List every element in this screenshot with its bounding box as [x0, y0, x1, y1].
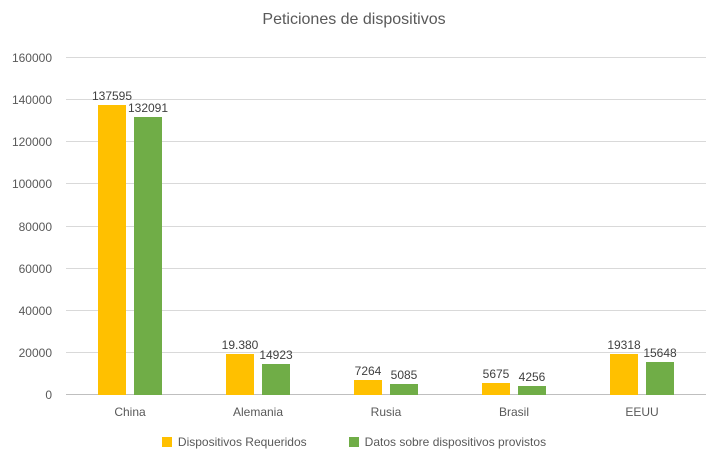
bar-group-alemania: 19.380 14923 — [194, 58, 322, 395]
gridline — [66, 57, 706, 58]
legend-swatch-icon — [161, 437, 172, 447]
bar-series-1-alemania: 19.380 — [222, 338, 258, 395]
bar-value-label: 5675 — [482, 367, 510, 382]
bar-value-label: 137595 — [91, 89, 133, 104]
bar-group-china: 137595 132091 — [66, 58, 194, 395]
bar-series-1-eeuu: 19318 — [607, 338, 641, 395]
bar-series-2-rusia: 5085 — [390, 368, 418, 395]
bar-value-label: 14923 — [259, 347, 293, 362]
y-tick-label: 120000 — [11, 135, 52, 150]
bar-value-label: 15648 — [643, 346, 677, 361]
x-category-label-alemania: Alemania — [232, 405, 284, 419]
x-category-label-rusia: Rusia — [370, 405, 402, 419]
bar-group-rusia: 7264 5085 — [322, 58, 450, 395]
y-tick-label: 160000 — [11, 51, 52, 65]
gridline — [66, 225, 706, 227]
legend-item: Dispositivos Requeridos — [161, 435, 307, 449]
gridline — [66, 99, 706, 101]
y-tick-label: 40000 — [18, 303, 52, 318]
legend-swatch-icon — [348, 437, 359, 447]
bar-series-1-china: 137595 — [92, 89, 132, 395]
bar-series-2-brasil: 4256 — [518, 370, 546, 395]
y-tick-label: 100000 — [11, 177, 52, 192]
x-category-label-china: China — [114, 405, 146, 419]
x-category-label-brasil: Brasil — [498, 405, 529, 419]
legend-label: Dispositivos Requeridos — [177, 435, 307, 449]
x-axis-line — [66, 394, 706, 395]
y-tick-label: 0 — [45, 388, 52, 402]
bar-series-2-eeuu: 15648 — [643, 346, 677, 395]
bar-value-label: 19318 — [607, 338, 641, 353]
gridline — [66, 141, 706, 143]
y-tick-label: 140000 — [11, 93, 52, 108]
plot-area: 0 20000 40000 60000 80000 100000 120000 140000 1… — [12, 51, 706, 402]
bar-series-1-brasil: 5675 — [482, 367, 510, 395]
bar-value-label: 5085 — [390, 368, 418, 383]
legend: Dispositivos Requeridos Datos sobre dispo… — [0, 435, 708, 449]
bar-value-label: 7264 — [354, 363, 382, 378]
bar-value-label: 132091 — [127, 100, 169, 115]
chart-title: Peticiones de dispositivos — [262, 11, 446, 28]
gridline — [66, 183, 706, 185]
bar-group-brasil: 5675 4256 — [450, 58, 578, 395]
gridline — [66, 309, 706, 311]
bar-value-label: 4256 — [518, 370, 546, 385]
gridline — [66, 267, 706, 269]
y-tick-label: 20000 — [18, 345, 52, 360]
y-tick-label: 60000 — [18, 261, 52, 276]
y-tick-label: 80000 — [18, 219, 52, 234]
legend-label: Datos sobre dispositivos provistos — [364, 435, 547, 449]
bar-series-2-alemania: 14923 — [259, 348, 293, 395]
bar-series-1-rusia: 7264 — [354, 364, 382, 395]
bar-group-eeuu: 19318 15648 — [578, 58, 706, 395]
legend-item: Datos sobre dispositivos provistos — [348, 435, 547, 449]
x-category-label-eeuu: EEUU — [625, 405, 659, 419]
bar-series-2-china: 132091 — [128, 101, 168, 395]
gridline — [66, 351, 706, 353]
bar-value-label: 19.380 — [221, 338, 259, 353]
